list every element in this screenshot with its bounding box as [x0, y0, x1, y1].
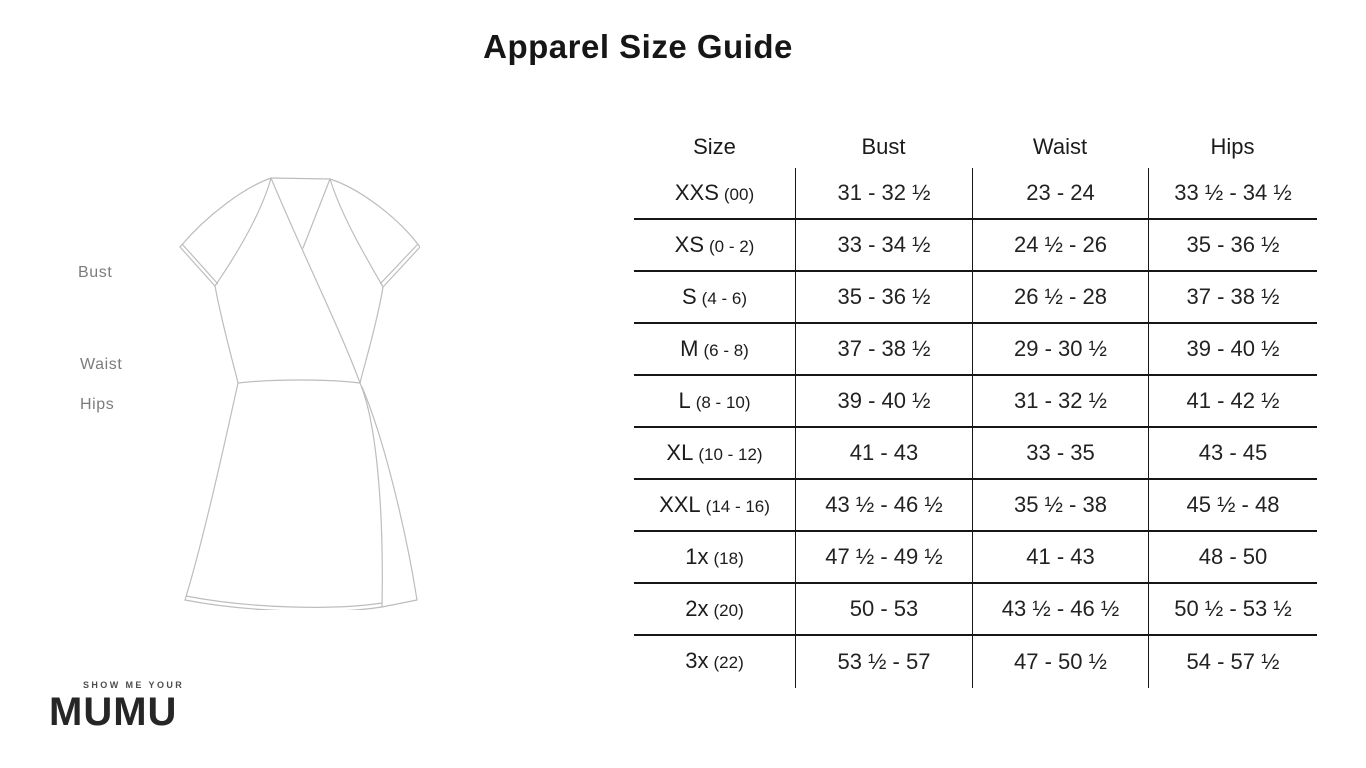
measurement-label-hips: Hips — [80, 396, 115, 413]
size-label: L — [678, 388, 691, 413]
size-cell: 1x (18) — [634, 532, 795, 584]
bust-cell: 37 - 38 ½ — [795, 324, 972, 376]
hips-cell: 41 - 42 ½ — [1148, 376, 1317, 428]
waist-cell: 33 - 35 — [972, 428, 1148, 480]
size-note: (6 - 8) — [703, 341, 749, 360]
bust-cell: 53 ½ - 57 — [795, 636, 972, 688]
waist-cell: 31 - 32 ½ — [972, 376, 1148, 428]
size-note: (00) — [723, 185, 755, 204]
waist-cell: 35 ½ - 38 — [972, 480, 1148, 532]
hips-cell: 48 - 50 — [1148, 532, 1317, 584]
size-table: Size Bust Waist Hips XXS (00) 31 - 32 ½ 23 … — [634, 125, 1317, 688]
column-header-waist: Waist — [1032, 133, 1088, 159]
size-label: XXL — [659, 492, 701, 517]
size-note: (18) — [713, 549, 744, 568]
measurement-label-bust: Bust — [78, 264, 113, 281]
page-title: Apparel Size Guide — [483, 28, 793, 65]
waist-cell: 26 ½ - 28 — [972, 272, 1148, 324]
bust-cell: 35 - 36 ½ — [795, 272, 972, 324]
size-label: XL — [666, 440, 694, 465]
bust-cell: 31 - 32 ½ — [795, 168, 972, 220]
size-label: XXS — [674, 180, 719, 205]
bust-cell: 41 - 43 — [795, 428, 972, 480]
bust-cell: 33 - 34 ½ — [795, 220, 972, 272]
hips-cell: 33 ½ - 34 ½ — [1148, 168, 1317, 220]
bust-cell: 43 ½ - 46 ½ — [795, 480, 972, 532]
waist-cell: 47 - 50 ½ — [972, 636, 1148, 688]
size-note: (14 - 16) — [705, 497, 770, 516]
measurement-label-waist: Waist — [80, 356, 123, 373]
size-note: (20) — [713, 601, 744, 620]
hips-cell: 43 - 45 — [1148, 428, 1317, 480]
waist-cell: 29 - 30 ½ — [972, 324, 1148, 376]
waist-cell: 43 ½ - 46 ½ — [972, 584, 1148, 636]
bust-cell: 39 - 40 ½ — [795, 376, 972, 428]
size-note: (22) — [713, 653, 744, 672]
size-note: (10 - 12) — [698, 445, 763, 464]
size-label: 3x — [685, 648, 709, 673]
size-cell: L (8 - 10) — [634, 376, 795, 428]
size-label: XS — [674, 232, 704, 257]
logo-tagline: SHOW ME YOUR — [83, 680, 185, 690]
column-header-bust: Bust — [861, 133, 906, 159]
hips-cell: 45 ½ - 48 — [1148, 480, 1317, 532]
size-note: (4 - 6) — [701, 289, 748, 308]
size-cell: XS (0 - 2) — [634, 220, 795, 272]
size-cell: XXL (14 - 16) — [634, 480, 795, 532]
bust-cell: 50 - 53 — [795, 584, 972, 636]
column-header-hips: Hips — [1210, 133, 1255, 159]
hips-cell: 37 - 38 ½ — [1148, 272, 1317, 324]
size-note: (8 - 10) — [695, 393, 751, 412]
hips-cell: 35 - 36 ½ — [1148, 220, 1317, 272]
dress-illustration — [179, 177, 420, 610]
bust-cell: 47 ½ - 49 ½ — [795, 532, 972, 584]
logo-brand: MUMU — [49, 690, 178, 734]
size-label: 2x — [685, 596, 709, 621]
waist-cell: 23 - 24 — [972, 168, 1148, 220]
size-cell: M (6 - 8) — [634, 324, 795, 376]
size-cell: 2x (20) — [634, 584, 795, 636]
brand-logo: SHOW ME YOUR MUMU — [49, 680, 184, 732]
size-label: M — [680, 336, 699, 361]
size-cell: XXS (00) — [634, 168, 795, 220]
hips-cell: 39 - 40 ½ — [1148, 324, 1317, 376]
hips-cell: 54 - 57 ½ — [1148, 636, 1317, 688]
hips-cell: 50 ½ - 53 ½ — [1148, 584, 1317, 636]
waist-cell: 24 ½ - 26 — [972, 220, 1148, 272]
size-cell: 3x (22) — [634, 636, 795, 688]
column-header-size: Size — [693, 133, 736, 159]
size-cell: S (4 - 6) — [634, 272, 795, 324]
waist-cell: 41 - 43 — [972, 532, 1148, 584]
size-label: S — [681, 284, 697, 309]
size-cell: XL (10 - 12) — [634, 428, 795, 480]
size-note: (0 - 2) — [709, 237, 755, 256]
size-label: 1x — [685, 544, 709, 569]
